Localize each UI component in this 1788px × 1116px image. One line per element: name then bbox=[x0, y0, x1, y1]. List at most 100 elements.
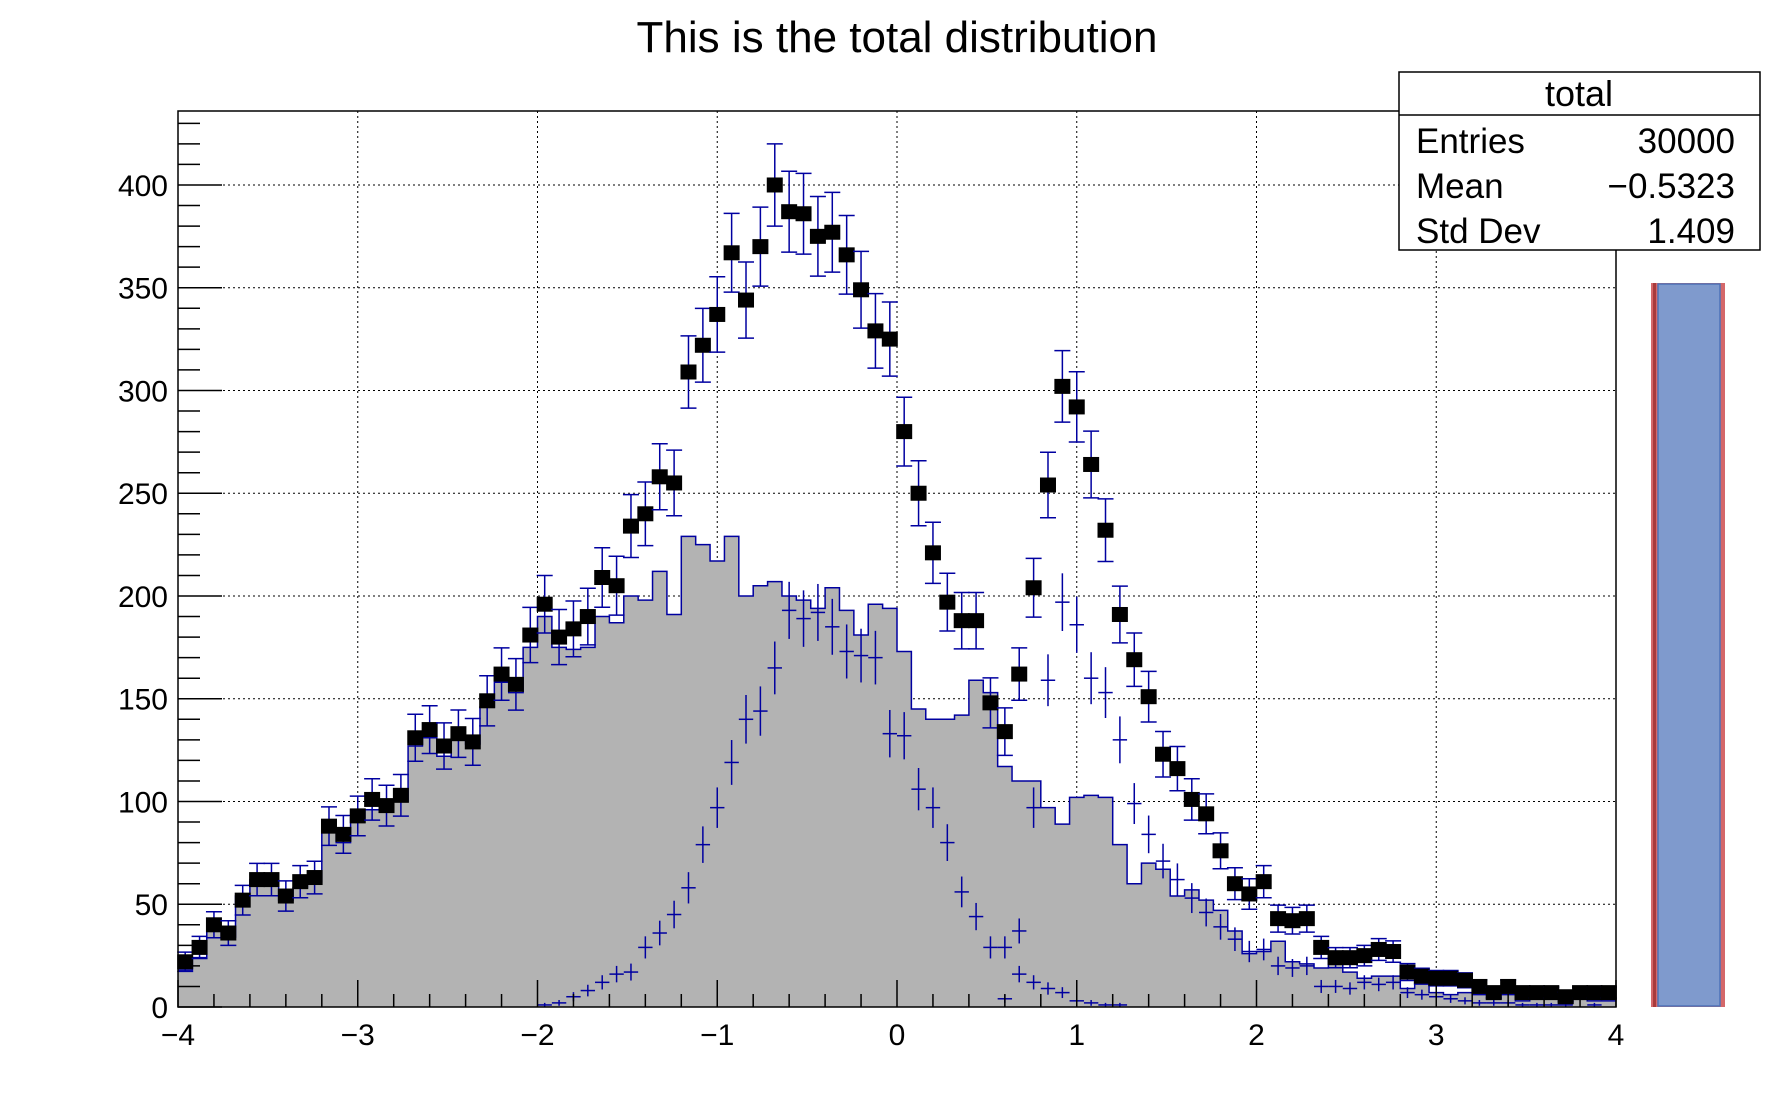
total-marker bbox=[1097, 522, 1114, 538]
total-marker bbox=[1155, 746, 1172, 762]
total-marker bbox=[1270, 911, 1287, 927]
x-tick-label: −3 bbox=[341, 1019, 375, 1052]
total-marker bbox=[824, 224, 841, 240]
total-marker bbox=[565, 621, 582, 637]
total-marker bbox=[1528, 985, 1545, 1001]
x-tick-label: 0 bbox=[889, 1019, 906, 1052]
chart-title: This is the total distribution bbox=[637, 13, 1158, 62]
total-marker bbox=[1284, 913, 1301, 929]
x-tick-label: 1 bbox=[1068, 1019, 1085, 1052]
signal-crosses bbox=[537, 573, 1602, 1007]
y-tick-label: 350 bbox=[118, 273, 168, 306]
total-marker bbox=[1457, 972, 1474, 988]
total-marker bbox=[637, 506, 654, 522]
total-marker bbox=[1356, 948, 1373, 964]
total-marker bbox=[1514, 985, 1531, 1001]
y-tick-label: 50 bbox=[135, 889, 168, 922]
total-marker bbox=[968, 613, 985, 629]
total-marker bbox=[709, 306, 726, 322]
total-marker bbox=[1241, 886, 1258, 902]
stats-mean-value: −0.5323 bbox=[1608, 167, 1736, 206]
total-marker bbox=[781, 204, 798, 220]
y-tick-label: 200 bbox=[118, 581, 168, 614]
total-marker bbox=[1169, 761, 1186, 777]
total-marker bbox=[507, 676, 524, 692]
total-marker bbox=[205, 917, 222, 933]
total-marker bbox=[982, 695, 999, 711]
total-marker bbox=[536, 596, 553, 612]
y-tick-label: 150 bbox=[118, 684, 168, 717]
total-marker bbox=[1054, 378, 1071, 394]
total-marker bbox=[320, 818, 337, 834]
total-marker bbox=[1255, 874, 1272, 890]
total-marker bbox=[1572, 985, 1589, 1001]
stats-stddev-label: Std Dev bbox=[1416, 212, 1541, 251]
total-marker bbox=[1442, 970, 1459, 986]
total-marker bbox=[191, 939, 208, 955]
total-marker bbox=[838, 247, 855, 263]
total-marker bbox=[1126, 652, 1143, 668]
total-marker bbox=[896, 424, 913, 440]
stats-box: total Entries 30000 Mean −0.5323 Std Dev… bbox=[1398, 71, 1761, 251]
total-marker bbox=[1198, 806, 1215, 822]
total-marker bbox=[881, 331, 898, 347]
total-marker bbox=[738, 292, 755, 308]
palette-bar bbox=[1651, 283, 1725, 1007]
x-tick-label: 2 bbox=[1248, 1019, 1265, 1052]
total-marker bbox=[1083, 456, 1100, 472]
total-marker bbox=[853, 282, 870, 298]
total-marker bbox=[752, 239, 769, 255]
total-marker bbox=[622, 518, 639, 534]
stats-stddev-value: 1.409 bbox=[1647, 212, 1735, 251]
total-marker bbox=[249, 872, 266, 888]
total-marker bbox=[1385, 944, 1402, 960]
total-marker bbox=[694, 337, 711, 353]
total-marker bbox=[1183, 791, 1200, 807]
total-marker bbox=[1500, 978, 1517, 994]
total-marker bbox=[1226, 876, 1243, 892]
total-marker bbox=[1543, 985, 1560, 1001]
total-marker bbox=[594, 569, 611, 585]
total-marker bbox=[551, 629, 568, 645]
total-marker bbox=[1557, 989, 1574, 1005]
total-marker bbox=[809, 228, 826, 244]
total-marker bbox=[421, 722, 438, 738]
total-marker bbox=[1370, 941, 1387, 957]
total-marker bbox=[666, 475, 683, 491]
stats-entries-value: 30000 bbox=[1638, 122, 1735, 161]
total-marker bbox=[723, 245, 740, 261]
total-marker bbox=[479, 693, 496, 709]
total-marker bbox=[306, 870, 323, 886]
total-marker bbox=[924, 545, 941, 561]
total-marker bbox=[349, 808, 366, 824]
total-marker bbox=[364, 791, 381, 807]
total-marker bbox=[608, 578, 625, 594]
total-marker bbox=[1111, 606, 1128, 622]
y-tick-label: 250 bbox=[118, 478, 168, 511]
y-tick-label: 100 bbox=[118, 786, 168, 819]
total-marker bbox=[953, 613, 970, 629]
total-marker bbox=[766, 177, 783, 193]
total-marker bbox=[867, 323, 884, 339]
total-marker bbox=[464, 734, 481, 750]
total-marker bbox=[1413, 968, 1430, 984]
x-tick-label: −2 bbox=[520, 1019, 554, 1052]
total-marker bbox=[1313, 939, 1330, 955]
total-marker bbox=[177, 954, 194, 970]
total-marker bbox=[996, 724, 1013, 740]
total-marker bbox=[493, 666, 510, 682]
total-markers bbox=[177, 143, 1617, 1005]
total-marker bbox=[1025, 580, 1042, 596]
x-tick-label: 3 bbox=[1428, 1019, 1445, 1052]
stats-entries-label: Entries bbox=[1416, 122, 1525, 161]
total-marker bbox=[436, 738, 453, 754]
stats-mean-label: Mean bbox=[1416, 167, 1504, 206]
total-marker bbox=[1485, 985, 1502, 1001]
x-tick-label: −4 bbox=[161, 1019, 195, 1052]
total-marker bbox=[1586, 985, 1603, 1001]
total-marker bbox=[1341, 950, 1358, 966]
x-tick-label: −1 bbox=[700, 1019, 734, 1052]
total-marker bbox=[910, 485, 927, 501]
total-marker bbox=[277, 888, 294, 904]
